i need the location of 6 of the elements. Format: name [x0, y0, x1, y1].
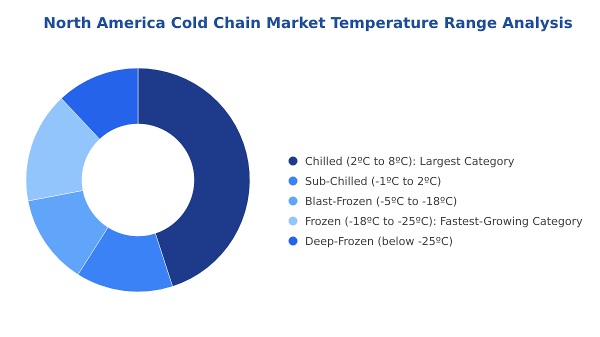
chart-title: North America Cold Chain Market Temperature Range Analysis [43, 14, 573, 32]
legend-label: Frozen (-18ºC to -25ºC): Fastest-Growing Category [305, 215, 584, 228]
legend-label: Deep-Frozen (below -25ºC) [305, 235, 453, 248]
legend-label: Chilled (2ºC to 8ºC): Largest Category [305, 155, 515, 168]
legend-label: Blast-Frozen (-5ºC to -18ºC) [305, 195, 458, 208]
legend-label: Sub-Chilled (-1ºC to 2ºC) [305, 175, 442, 188]
